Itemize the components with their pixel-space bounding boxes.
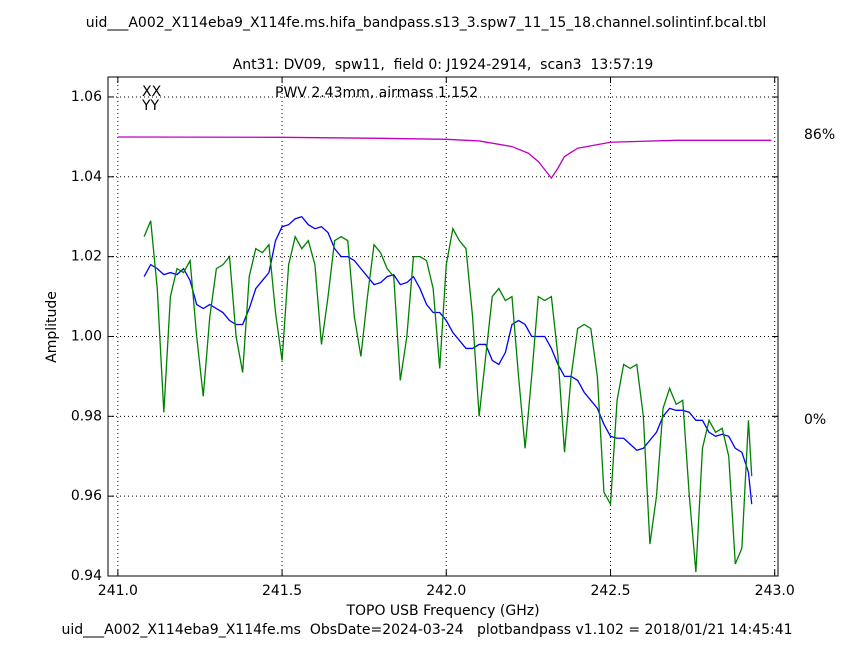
annotation: PWV 2.43mm, airmass 1.152 <box>275 85 478 101</box>
y2-tick-label: 86% <box>804 127 835 143</box>
legend-label: XX <box>142 84 162 100</box>
x-tick-label: 241.5 <box>262 583 302 599</box>
y2-tick-label: 0% <box>804 412 826 428</box>
plot-area <box>108 77 778 577</box>
chart-title: uid___A002_X114eba9_X114fe.ms.hifa_bandp… <box>86 15 767 31</box>
y-tick-label: 1.06 <box>71 89 102 105</box>
x-tick-label: 242.0 <box>426 583 466 599</box>
chart-subtitle: Ant31: DV09, spw11, field 0: J1924-2914,… <box>233 57 654 73</box>
y-tick-label: 0.98 <box>71 408 102 424</box>
axes-frame <box>107 76 779 577</box>
x-tick-label: 242.5 <box>590 583 630 599</box>
y-axis-label: Amplitude <box>44 291 60 363</box>
y-tick-label: 0.94 <box>71 568 102 584</box>
atmosphere-line <box>117 136 772 180</box>
legend-label: YY <box>141 98 160 114</box>
x-tick-label: 243.0 <box>755 583 795 599</box>
footer: uid___A002_X114eba9_X114fe.ms ObsDate=20… <box>61 622 792 638</box>
y-tick-label: 1.02 <box>71 249 102 265</box>
y-tick-label: 0.96 <box>71 488 102 504</box>
x-axis-label: TOPO USB Frequency (GHz) <box>345 603 539 619</box>
y-tick-label: 1.00 <box>71 328 102 344</box>
y-tick-label: 1.04 <box>71 169 102 185</box>
series-line <box>143 220 753 573</box>
x-tick-label: 241.0 <box>98 583 138 599</box>
